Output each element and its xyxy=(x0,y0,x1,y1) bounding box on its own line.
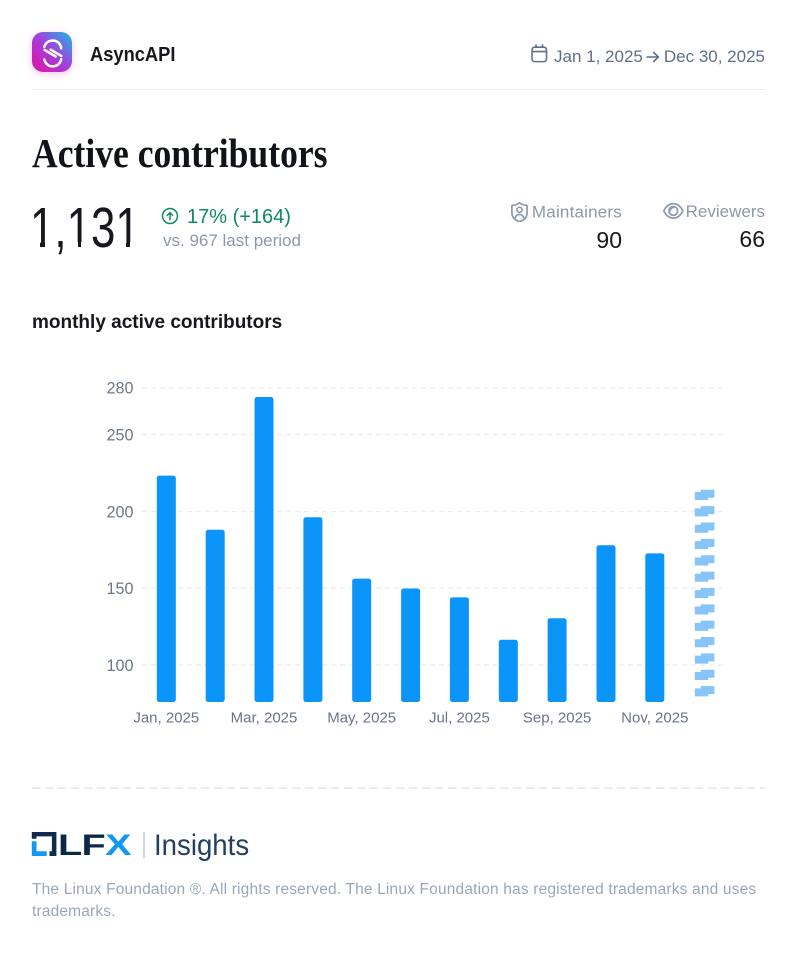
svg-text:Nov, 2025: Nov, 2025 xyxy=(621,710,688,727)
svg-text:250: 250 xyxy=(106,427,133,445)
svg-text:May, 2025: May, 2025 xyxy=(327,710,396,727)
svg-text:Mar, 2025: Mar, 2025 xyxy=(231,710,298,727)
svg-text:280: 280 xyxy=(106,380,133,398)
svg-text:Jul, 2025: Jul, 2025 xyxy=(429,710,490,727)
svg-text:Jan, 2025: Jan, 2025 xyxy=(133,710,199,727)
svg-text:Sep, 2025: Sep, 2025 xyxy=(523,710,591,727)
svg-text:200: 200 xyxy=(106,504,133,522)
svg-text:100: 100 xyxy=(106,657,133,675)
svg-text:150: 150 xyxy=(106,580,133,598)
